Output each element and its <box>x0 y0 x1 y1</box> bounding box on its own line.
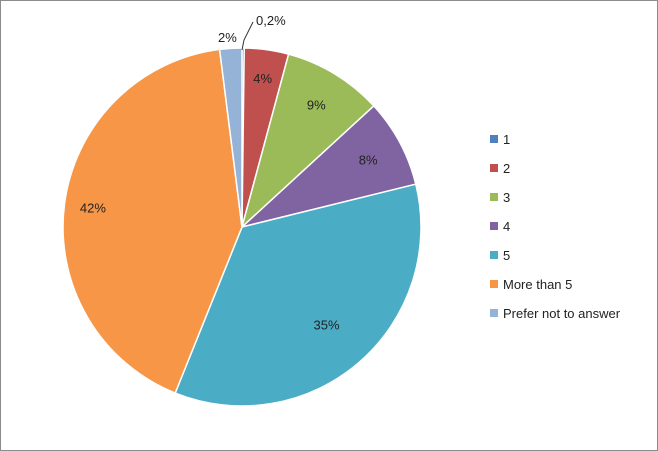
legend-label-5: 5 <box>503 248 510 263</box>
legend-label-4: 4 <box>503 219 510 234</box>
legend-label-1: 1 <box>503 132 510 147</box>
legend: 1 2 3 4 5 More than 5 Prefer not to answer <box>490 132 621 321</box>
legend-label-more-than-5: More than 5 <box>503 277 572 292</box>
legend-label-2: 2 <box>503 161 510 176</box>
slice-label-2: 4% <box>253 71 272 86</box>
pie-slices <box>62 47 422 407</box>
leader-line <box>241 21 254 51</box>
legend-swatch-3 <box>490 193 498 201</box>
legend-swatch-5 <box>490 251 498 259</box>
slice-labels: 0,2% 4% 9% 8% 35% 42% 2% <box>80 13 378 332</box>
legend-label-3: 3 <box>503 190 510 205</box>
legend-swatch-prefer-not-to-answer <box>490 309 498 317</box>
legend-swatch-1 <box>490 135 498 143</box>
pie-slice-more-than-5 <box>62 48 243 395</box>
slice-label-3: 9% <box>307 98 326 113</box>
slice-label-more-than-5: 42% <box>80 201 106 216</box>
slice-label-prefer-not-to-answer: 2% <box>218 30 237 45</box>
legend-swatch-2 <box>490 164 498 172</box>
pie-slice-3 <box>240 53 375 230</box>
pie-slice-4 <box>241 104 417 228</box>
pie-slice-5 <box>174 183 422 407</box>
slice-label-4: 8% <box>359 152 378 167</box>
legend-label-prefer-not-to-answer: Prefer not to answer <box>503 306 621 321</box>
slice-label-1: 0,2% <box>256 13 286 28</box>
legend-swatch-more-than-5 <box>490 280 498 288</box>
legend-swatch-4 <box>490 222 498 230</box>
slice-label-5: 35% <box>313 317 339 332</box>
